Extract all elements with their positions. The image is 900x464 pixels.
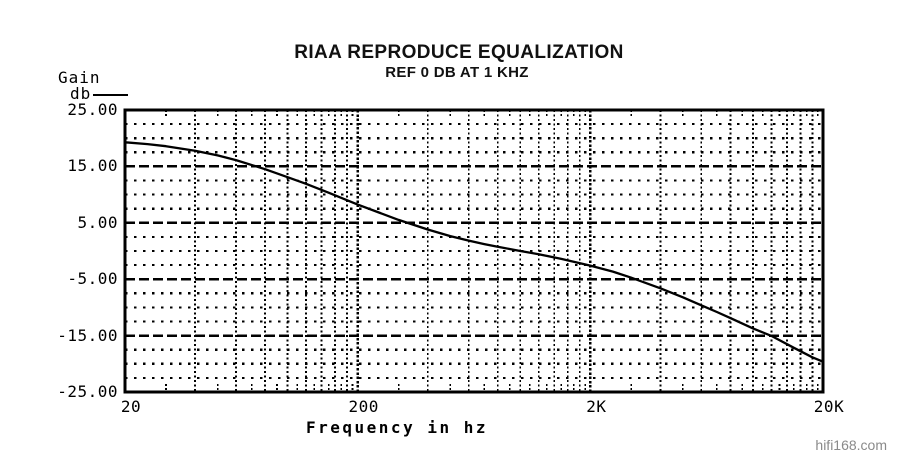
y-tick-label: -25.00 (57, 382, 118, 401)
x-tick-label: 20K (813, 397, 845, 416)
x-tick-label: 2K (586, 397, 607, 416)
chart-title: RIAA REPRODUCE EQUALIZATION (294, 42, 624, 63)
x-tick-label: 20 (120, 397, 142, 416)
watermark-text: hifi168.com (815, 437, 887, 453)
y-tick-label: -15.00 (57, 325, 118, 345)
y-tick-label: 25.00 (67, 100, 118, 119)
plot-border (123, 108, 825, 394)
y-tick-label: -5.00 (67, 269, 118, 289)
x-axis-title: Frequency in hz (306, 418, 488, 437)
chart-subtitle: REF 0 DB AT 1 KHZ (385, 64, 529, 81)
y-tick-label: 5.00 (77, 212, 118, 232)
x-tick-label: 200 (348, 397, 379, 416)
y-axis-title-db: db (70, 84, 92, 103)
y-tick-label: 15.00 (67, 156, 118, 176)
riaa-curve (124, 141, 824, 363)
y-axis-title-gain: Gain (58, 68, 101, 87)
